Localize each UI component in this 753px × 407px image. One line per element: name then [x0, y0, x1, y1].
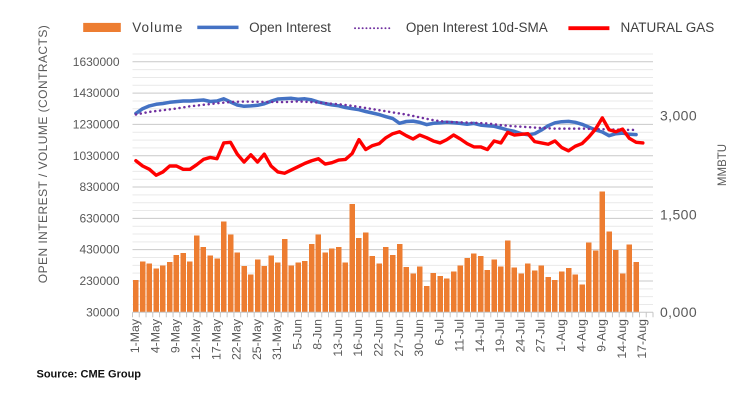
- svg-text:1030000: 1030000: [73, 149, 120, 163]
- svg-text:27-Jun: 27-Jun: [392, 319, 406, 357]
- svg-text:16-Jun: 16-Jun: [351, 319, 365, 357]
- svg-text:430000: 430000: [79, 243, 119, 257]
- svg-text:630000: 630000: [79, 211, 119, 225]
- svg-text:230000: 230000: [79, 274, 119, 288]
- svg-text:22-May: 22-May: [230, 318, 244, 360]
- svg-text:30000: 30000: [86, 305, 120, 319]
- svg-text:NATURAL GAS: NATURAL GAS: [621, 20, 715, 35]
- svg-text:0,000: 0,000: [660, 304, 697, 320]
- svg-text:Open Interest: Open Interest: [249, 20, 331, 35]
- svg-text:31-May: 31-May: [270, 318, 284, 360]
- svg-text:Open Interest 10d-SMA: Open Interest 10d-SMA: [406, 20, 548, 35]
- svg-text:1,500: 1,500: [660, 206, 697, 222]
- svg-text:OPEN INTEREST / VOLUME (CONTRA: OPEN INTEREST / VOLUME (CONTRACTS): [36, 25, 50, 283]
- svg-text:5-Jun: 5-Jun: [290, 319, 304, 350]
- svg-text:12-May: 12-May: [189, 318, 203, 360]
- svg-text:Source: CME Group: Source: CME Group: [37, 369, 142, 381]
- svg-text:1230000: 1230000: [73, 118, 120, 132]
- svg-text:4-Aug: 4-Aug: [574, 319, 588, 352]
- svg-text:4-May: 4-May: [148, 318, 162, 353]
- svg-text:9-May: 9-May: [169, 318, 183, 353]
- svg-text:9-Aug: 9-Aug: [595, 319, 609, 352]
- svg-text:11-Jul: 11-Jul: [453, 319, 467, 352]
- svg-text:14-Aug: 14-Aug: [615, 319, 629, 359]
- svg-text:17-May: 17-May: [209, 318, 223, 360]
- svg-text:17-Aug: 17-Aug: [635, 319, 649, 359]
- svg-text:3,000: 3,000: [660, 107, 697, 123]
- svg-text:1-Aug: 1-Aug: [554, 319, 568, 352]
- svg-text:1630000: 1630000: [73, 55, 120, 69]
- svg-text:13-Jun: 13-Jun: [331, 319, 345, 357]
- svg-text:30-Jun: 30-Jun: [412, 319, 426, 357]
- svg-text:1-May: 1-May: [128, 318, 142, 353]
- svg-text:8-Jun: 8-Jun: [311, 319, 325, 350]
- svg-text:MMBTU: MMBTU: [717, 144, 729, 186]
- svg-text:14-Jul: 14-Jul: [473, 319, 487, 353]
- svg-text:22-Jun: 22-Jun: [371, 319, 385, 357]
- svg-text:24-Jul: 24-Jul: [513, 319, 527, 353]
- svg-text:6-Jul: 6-Jul: [432, 319, 446, 346]
- svg-text:27-Jul: 27-Jul: [534, 319, 548, 353]
- svg-text:19-Jul: 19-Jul: [493, 319, 507, 353]
- svg-text:1430000: 1430000: [73, 86, 120, 100]
- svg-text:Volume: Volume: [132, 20, 183, 35]
- svg-text:25-May: 25-May: [250, 318, 264, 360]
- svg-text:830000: 830000: [79, 180, 119, 194]
